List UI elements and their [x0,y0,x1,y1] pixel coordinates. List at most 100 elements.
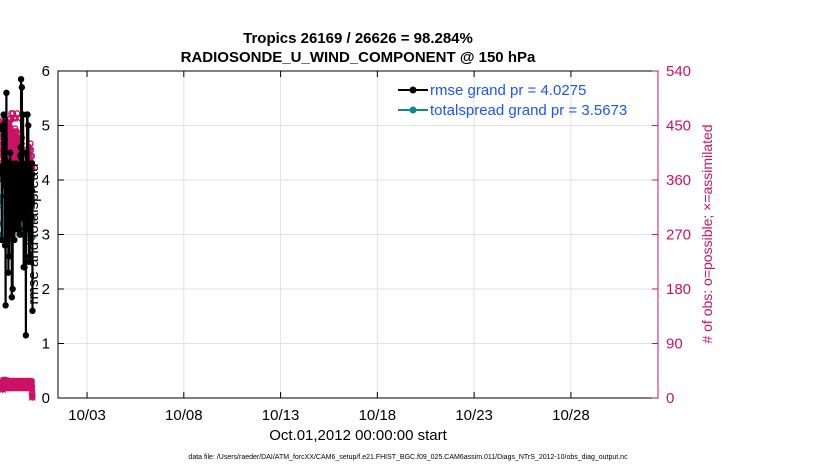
y-left-tick-label-5: 5 [42,118,50,135]
rmse-point-28 [4,209,11,216]
rmse-point-97 [17,75,25,83]
y-right-tick-label-0: 0 [666,390,674,407]
rmse-point-151 [28,160,36,167]
y-left-tick-label-3: 3 [42,227,50,244]
rmse-point-91 [16,165,24,173]
x-tick-label-0: 10/03 [68,407,106,424]
rmse-point-121 [22,332,30,339]
rmse-point-130 [24,220,31,227]
y-left-tick-label-2: 2 [42,281,50,298]
rmse-point-17 [1,242,9,249]
data-file-footnote: data file: /Users/raeder/DAI/ATM_forcXX/… [188,454,628,461]
rmse-point-55 [9,285,16,293]
x-tick-label-2: 10/13 [262,407,300,424]
rmse-point-18 [2,149,9,156]
y-right-tick-label-6: 540 [666,63,691,80]
rmse-point-116 [21,193,29,200]
rmse-point-10 [0,111,7,118]
rmse-point-1 [0,236,5,244]
chart-title-line2: RADIOSONDE_U_WIND_COMPONENT @ 150 hPa [181,49,536,66]
rmse-point-154 [29,307,36,314]
rmse-point-64 [11,236,18,244]
obs-high-assimilated-78 [13,114,21,122]
rmse-point-133 [25,122,32,129]
y-right-tick-label-3: 270 [666,227,691,244]
rmse-point-122 [22,149,30,156]
rmse-point-49 [8,193,15,200]
y-left-tick-label-0: 0 [42,390,50,407]
rmse-point-144 [27,236,34,244]
y-right-axis-ticks: 0 90 180 270 360 450 540 [652,63,691,407]
rmse-point-129 [24,111,31,118]
rmse-point-73 [13,198,20,205]
rmse-point-140 [26,253,33,260]
rmse-point-84 [15,171,22,178]
legend-rmse-marker [409,86,417,94]
rmse-point-8 [0,127,7,135]
y-left-axis-ticks: 0 1 2 3 4 5 6 [42,63,64,407]
rmse-point-30 [4,236,11,244]
x-tick-label-1: 10/08 [165,407,203,424]
rmse-point-42 [6,231,14,238]
rmse-point-51 [8,293,16,301]
rmse-point-88 [16,225,23,233]
rmse-point-148 [28,176,35,184]
chart-title-line1: Tropics 26169 / 26626 = 98.284% [243,30,473,47]
obs-low-assimilated-154 [28,393,36,401]
rmse-point-153 [29,171,36,178]
rmse-point-92 [16,231,24,238]
rmse-point-114 [21,264,28,271]
rmse-point-71 [12,214,20,222]
rmse-point-123 [23,225,30,233]
y-left-axis-label: rmse and totalspread [25,164,42,305]
rmse-point-36 [5,204,13,211]
y-right-tick-label-5: 450 [666,118,691,135]
obs-count-low-markers [0,376,36,401]
rmse-point-95 [17,144,24,151]
legend-rmse-label: rmse grand pr = 4.0275 [430,82,586,99]
rmse-series [0,75,36,339]
y-right-tick-label-2: 180 [666,281,691,298]
rmse-point-22 [2,193,10,200]
x-tick-label-4: 10/23 [455,407,493,424]
rmse-point-147 [27,193,35,200]
x-axis-label: Oct.01,2012 00:00:00 start [269,427,447,444]
y-left-tick-label-4: 4 [42,172,50,189]
obs-high-assimilated-42 [6,120,14,128]
rmse-point-142 [26,182,34,189]
rmse-point-106 [19,160,27,167]
rmse-point-67 [11,220,19,227]
rmse-point-115 [21,187,28,195]
legend-spread-marker [409,106,417,114]
rmse-point-136 [25,258,33,265]
rmse-point-38 [6,253,13,260]
rmse-point-59 [10,209,17,216]
rmse-point-138 [26,204,33,211]
rmse-point-43 [7,149,14,156]
rmse-point-113 [21,171,28,178]
x-tick-label-5: 10/28 [552,407,590,424]
y-right-axis-label: # of obs: o=possible; ×=assimilated [699,124,715,343]
rmse-point-118 [22,182,29,189]
rmse-point-24 [3,89,10,97]
rmse-point-101 [18,84,26,91]
rmse-point-74 [13,160,20,167]
rmse-point-34 [5,269,12,276]
rmse-point-20 [2,302,9,309]
rmse-point-98 [18,209,25,216]
rmse-point-143 [27,165,34,173]
rmse-point-152 [28,187,36,195]
y-right-tick-label-4: 360 [666,172,691,189]
x-tick-label-3: 10/18 [359,407,397,424]
legend: rmse grand pr = 4.0275 totalspread grand… [398,82,627,119]
y-left-tick-label-6: 6 [42,63,50,80]
rmse-point-16 [1,135,9,143]
x-axis-ticks: 10/03 10/08 10/13 10/18 10/23 10/28 [68,71,590,424]
rmse-point-139 [26,214,33,222]
legend-spread-label: totalspread grand pr = 3.5673 [430,102,627,119]
rmse-point-46 [7,182,15,189]
y-left-tick-label-1: 1 [42,336,50,353]
rmse-point-99 [18,155,25,162]
rmse-point-150 [28,198,35,205]
